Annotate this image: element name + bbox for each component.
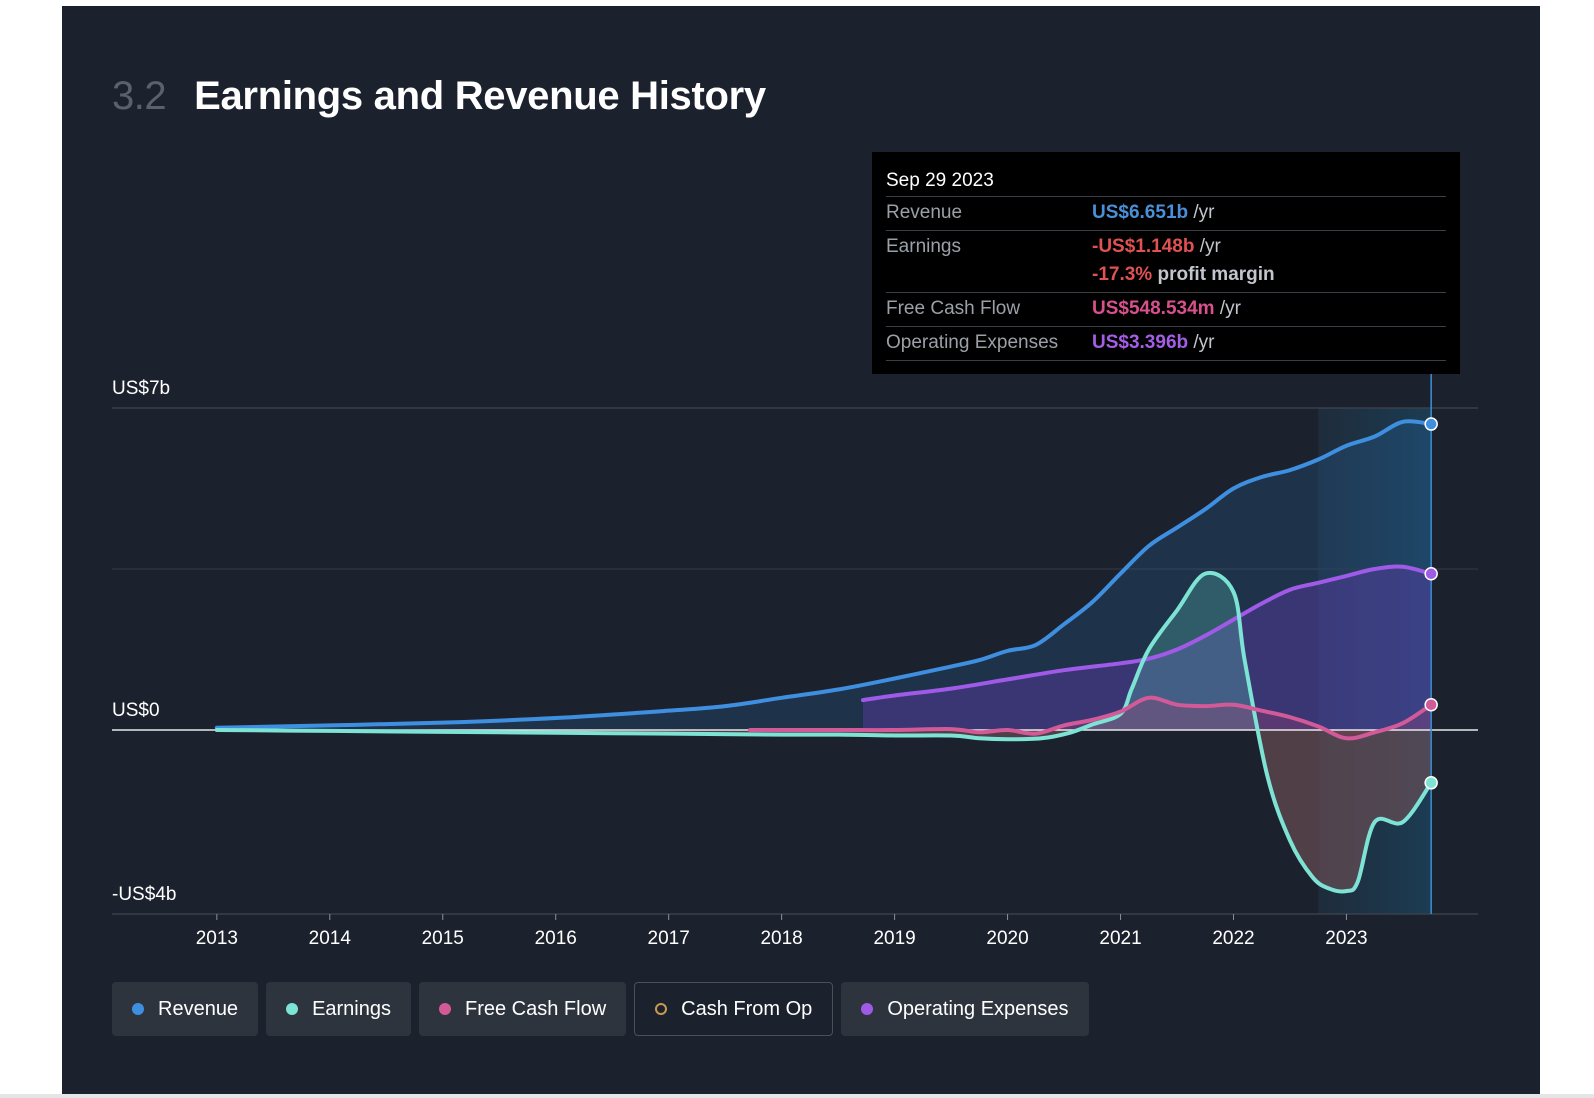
- legend-free-cash-flow-button[interactable]: Free Cash Flow: [419, 982, 627, 1036]
- legend-dot-icon: [286, 1003, 299, 1015]
- tooltip-row-earnings: Earnings -US$1.148b /yr -17.3% profit marg…: [886, 231, 1446, 293]
- area-operating-expenses: [862, 566, 1432, 730]
- tooltip-row-revenue: Revenue US$6.651b /yr: [886, 197, 1446, 231]
- y-label-top: US$7b: [112, 378, 170, 399]
- tooltip-row-unit: /yr: [1214, 298, 1241, 319]
- area-earnings-negative: [216, 730, 1432, 892]
- x-tick-label: 2018: [760, 928, 802, 949]
- line-free-cash-flow: [748, 695, 1434, 741]
- line-operating-expenses: [860, 564, 1434, 703]
- legend-label: Revenue: [158, 997, 239, 1020]
- area-earnings: [216, 572, 1432, 892]
- tooltip-row-unit: /yr: [1188, 202, 1215, 223]
- tooltip-profit-margin-label: profit margin: [1152, 264, 1275, 285]
- legend-revenue-button[interactable]: Revenue: [112, 982, 259, 1036]
- area-free-cash-flow: [750, 697, 1432, 739]
- section-title: Earnings and Revenue History: [194, 74, 766, 118]
- legend-label: Cash From Op: [681, 997, 813, 1020]
- section-header: 3.2 Earnings and Revenue History: [112, 74, 766, 119]
- legend-operating-expenses-button[interactable]: Operating Expenses: [841, 982, 1089, 1036]
- tooltip-row-value: US$6.651b: [1092, 202, 1189, 223]
- x-tick-label: 2014: [309, 928, 352, 949]
- x-tick-label: 2019: [873, 928, 915, 949]
- y-label-zero: US$0: [112, 700, 160, 721]
- earnings-revenue-chart[interactable]: US$7b US$0 -US$4b 2013 2014 2015 2016 2017 2018 2…: [62, 6, 1540, 966]
- legend-label: Earnings: [312, 997, 391, 1020]
- legend-dot-icon: [439, 1003, 451, 1015]
- tooltip-row-value: US$548.534m: [1092, 298, 1215, 319]
- x-tick-label: 2021: [1099, 928, 1141, 949]
- x-tick-label: 2022: [1212, 928, 1254, 949]
- line-earnings: [214, 570, 1434, 894]
- marker-revenue: [1424, 417, 1438, 431]
- line-revenue: [214, 419, 1434, 730]
- legend-dot-icon: [655, 1003, 668, 1015]
- marker-free-cash-flow: [1424, 698, 1438, 712]
- x-tick-label: 2013: [196, 928, 238, 949]
- chart-tooltip: Sep 29 2023 Revenue US$6.651b /yr Earnings…: [872, 152, 1460, 374]
- tooltip-row-unit: /yr: [1188, 332, 1215, 353]
- y-label-bottom: -US$4b: [112, 884, 176, 905]
- tooltip-row-value: US$3.396b: [1092, 332, 1189, 353]
- legend-label: Free Cash Flow: [465, 997, 607, 1020]
- tooltip-row-operating-expenses: Operating Expenses US$3.396b /yr: [886, 327, 1446, 361]
- tooltip-row-unit: /yr: [1194, 236, 1221, 257]
- tooltip-row-label: Operating Expenses: [886, 332, 1059, 353]
- tooltip-row-label: Revenue: [886, 202, 963, 223]
- bottom-edge: [0, 1094, 1594, 1098]
- area-revenue: [216, 421, 1432, 730]
- marker-earnings: [1424, 776, 1438, 790]
- tooltip-date: Sep 29 2023: [886, 166, 1446, 197]
- x-tick-label: 2020: [986, 928, 1028, 949]
- tooltip-row-free-cash-flow: Free Cash Flow US$548.534m /yr: [886, 293, 1446, 327]
- tooltip-row-value: -US$1.148b: [1092, 236, 1195, 257]
- legend-label: Operating Expenses: [887, 997, 1069, 1020]
- earnings-revenue-card: 3.2 Earnings and Revenue History US$7b US…: [62, 6, 1540, 1098]
- legend-dot-icon: [861, 1003, 874, 1015]
- x-tick-label: 2017: [648, 928, 690, 949]
- marker-operating-expenses: [1424, 567, 1438, 581]
- chart-legend: Revenue Earnings Free Cash Flow Cash From O…: [112, 982, 1089, 1036]
- legend-earnings-button[interactable]: Earnings: [266, 982, 411, 1036]
- section-number: 3.2: [112, 74, 167, 118]
- x-tick-label: 2023: [1325, 928, 1367, 949]
- x-tick-label: 2015: [422, 928, 464, 949]
- tooltip-row-label: Free Cash Flow: [886, 298, 1021, 319]
- tooltip-profit-margin-value: -17.3%: [1092, 264, 1153, 285]
- tooltip-row-label: Earnings: [886, 236, 961, 257]
- legend-dot-icon: [132, 1003, 144, 1015]
- x-tick-label: 2016: [535, 928, 577, 949]
- highlight-band: [1318, 408, 1432, 914]
- legend-cash-from-op-button[interactable]: Cash From Op: [634, 982, 834, 1036]
